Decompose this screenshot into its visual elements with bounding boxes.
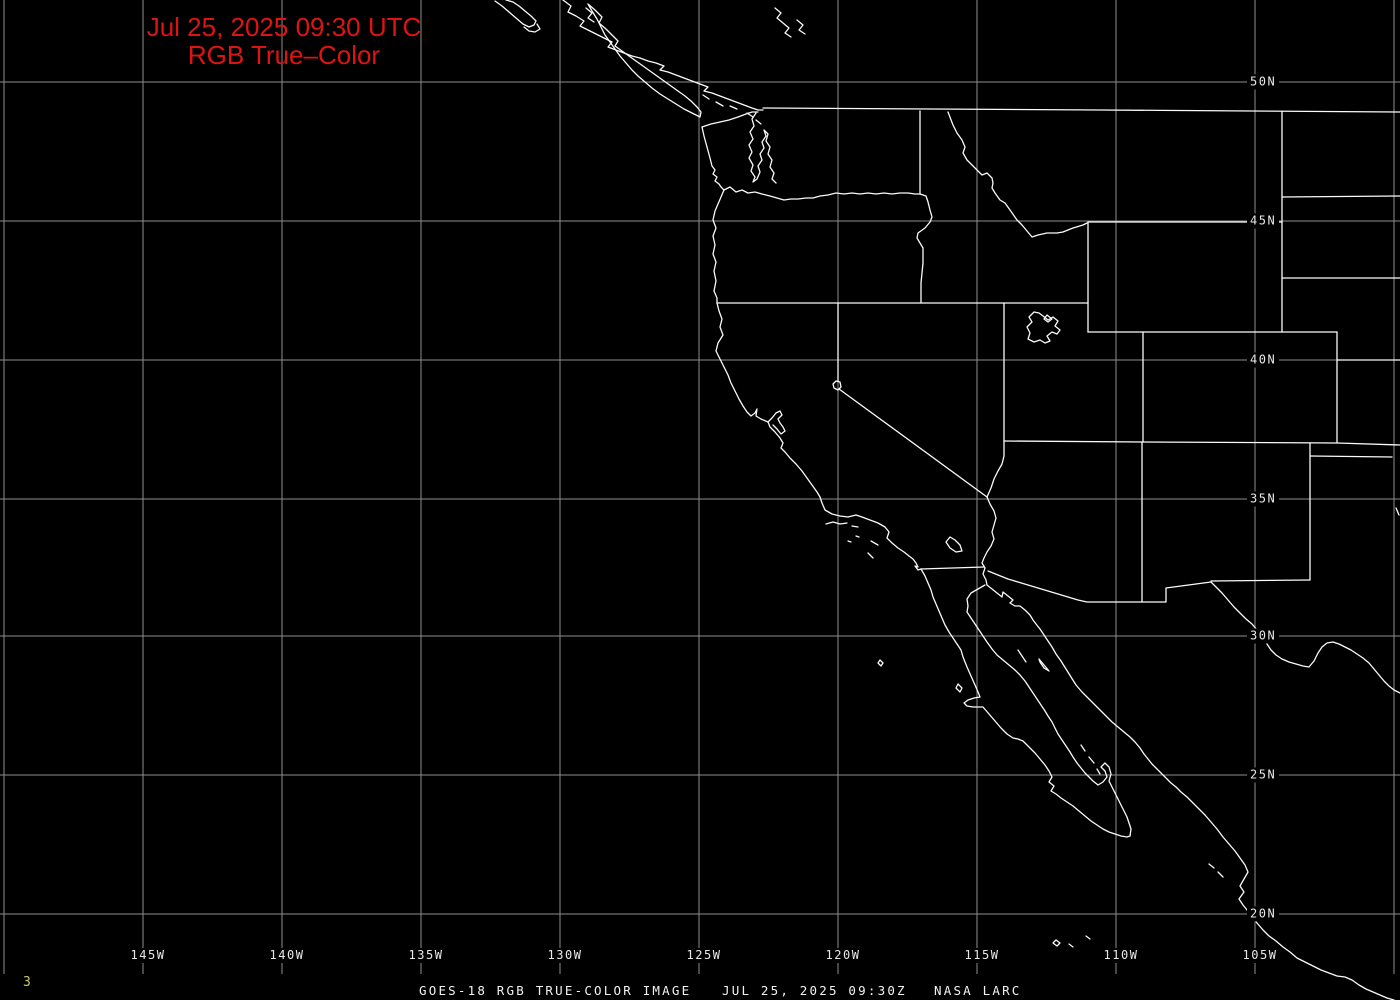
lon-label-120w: 120W bbox=[822, 948, 864, 963]
lon-label-105w: 105W bbox=[1239, 948, 1281, 963]
lat-label-35n: 35N bbox=[1247, 491, 1280, 507]
isla-tiburon bbox=[1038, 658, 1050, 672]
footer-timestamp: JUL 25, 2025 09:30Z bbox=[722, 983, 907, 998]
san-clemente-island bbox=[867, 552, 874, 559]
lake-tahoe bbox=[832, 380, 842, 391]
isla-cedros bbox=[955, 683, 963, 693]
id-mt-border bbox=[947, 111, 1088, 238]
tx-edge-mark bbox=[1395, 507, 1400, 516]
baja-gulf-coast bbox=[966, 584, 1132, 837]
sinaloa-islets-a bbox=[1208, 863, 1215, 869]
rio-grande bbox=[1210, 581, 1400, 694]
great-salt-lake bbox=[1026, 311, 1061, 344]
california-coast bbox=[715, 302, 922, 571]
bc-inlets-a bbox=[585, 7, 595, 23]
channel-islands-a bbox=[825, 521, 848, 525]
ca-nv-diagonal-border bbox=[838, 388, 988, 498]
lat-label-40n: 40N bbox=[1247, 352, 1280, 368]
gulf-islets-a bbox=[1080, 744, 1086, 752]
channel-islands-b bbox=[851, 525, 859, 528]
title-product: RGB True–Color bbox=[187, 40, 381, 70]
baja-pacific-coast bbox=[920, 568, 1131, 838]
sonora-sinaloa-coast bbox=[986, 584, 1395, 1000]
lon-label-135w: 135W bbox=[405, 948, 447, 963]
lon-label-115w: 115W bbox=[961, 948, 1003, 963]
oregon-coast bbox=[712, 189, 725, 304]
colorado-river-delta bbox=[982, 567, 988, 586]
bc-mainland-coast bbox=[562, 0, 764, 111]
islas-marias-c bbox=[1085, 935, 1091, 940]
us-canada-border bbox=[762, 107, 1400, 113]
lon-label-125w: 125W bbox=[683, 948, 725, 963]
border-37n bbox=[1003, 440, 1400, 446]
san-francisco-bay bbox=[767, 410, 786, 435]
lat-label-20n: 20N bbox=[1247, 906, 1280, 922]
image-title-block: Jul 25, 2025 09:30 UTC RGB True–Color bbox=[134, 13, 434, 69]
ok-tx-border-365n bbox=[1309, 455, 1393, 458]
nv-az-colorado-river bbox=[986, 440, 1005, 498]
bc-inlets-c bbox=[796, 19, 806, 35]
lon-label-130w: 130W bbox=[544, 948, 586, 963]
gulf-islets-c bbox=[1096, 768, 1101, 775]
channel-islands-d bbox=[855, 535, 860, 538]
graticule-layer bbox=[0, 0, 1400, 974]
frame-indicator: 3 bbox=[23, 975, 31, 990]
coastline-borders-layer bbox=[494, 0, 1400, 1000]
ca-az-colorado-river bbox=[981, 496, 997, 569]
strait-islets-c bbox=[729, 105, 738, 110]
isla-angel-de-la-guarda bbox=[1017, 649, 1027, 663]
sinaloa-islets-b bbox=[1217, 871, 1224, 878]
az-nm-mexico-border bbox=[987, 570, 1212, 603]
title-datetime: Jul 25, 2025 09:30 UTC bbox=[146, 12, 422, 42]
strait-islets-b bbox=[715, 101, 724, 107]
gulf-islets-b bbox=[1088, 756, 1095, 764]
lon-label-145w: 145W bbox=[127, 948, 169, 963]
lon-label-110w: 110W bbox=[1100, 948, 1142, 963]
washington-coast bbox=[701, 126, 725, 191]
strait-islets-a bbox=[702, 94, 710, 100]
calvert-islet bbox=[523, 23, 541, 33]
lat-label-30n: 30N bbox=[1247, 628, 1280, 644]
salton-sea bbox=[945, 536, 963, 553]
bc-inlets-b bbox=[774, 7, 792, 38]
or-id-snake-border bbox=[916, 193, 933, 304]
footer-product-name: GOES-18 RGB TRUE-COLOR IMAGE bbox=[419, 983, 692, 998]
channel-islands-c bbox=[847, 540, 852, 543]
islas-marias-a bbox=[1052, 939, 1061, 947]
lat-label-45n: 45N bbox=[1247, 213, 1280, 229]
nm-tx-border-32n bbox=[1210, 579, 1311, 582]
footer-credit: NASA LARC bbox=[934, 983, 1022, 998]
columbia-river-wa-or-border bbox=[723, 186, 921, 201]
lon-label-140w: 140W bbox=[266, 948, 308, 963]
nd-sd-border bbox=[1281, 195, 1400, 198]
us-mexico-border-west bbox=[920, 566, 985, 570]
san-juan-islands-b bbox=[755, 119, 762, 125]
calvert-island-chain bbox=[494, 0, 537, 28]
puget-sound bbox=[748, 112, 777, 184]
lat-label-25n: 25N bbox=[1247, 767, 1280, 783]
catalina-island bbox=[870, 540, 879, 546]
isla-guadalupe bbox=[877, 659, 884, 667]
vancouver-island bbox=[587, 3, 702, 118]
strait-juan-de-fuca-coast bbox=[701, 111, 759, 128]
great-salt-lake-islet bbox=[1043, 314, 1053, 323]
islas-marias-b bbox=[1068, 943, 1074, 948]
lat-label-50n: 50N bbox=[1247, 74, 1280, 90]
